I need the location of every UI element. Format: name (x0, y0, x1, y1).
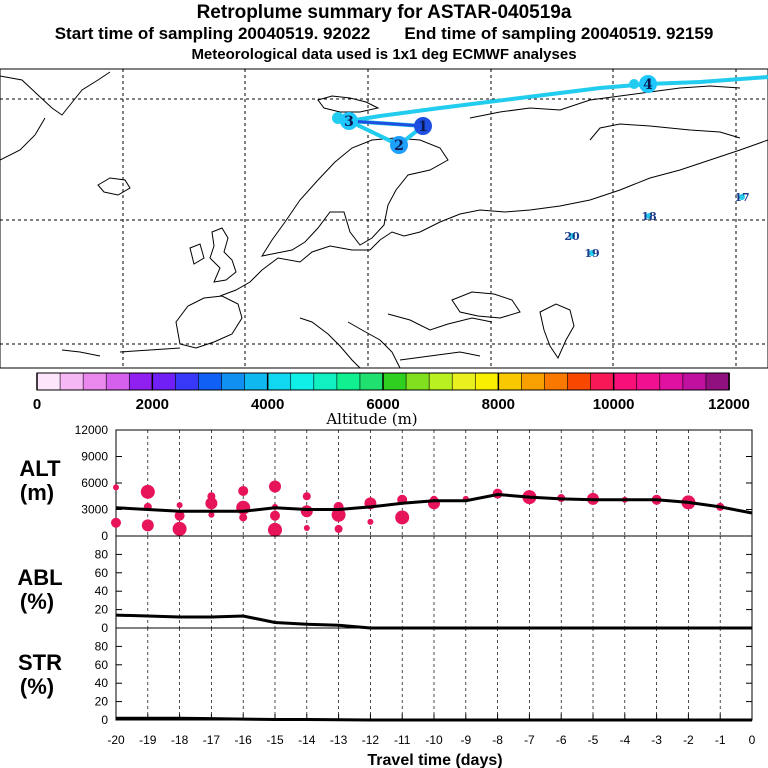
plume-dot (629, 79, 639, 89)
scandinavia-coast (260, 137, 449, 257)
map-frame (0, 68, 768, 369)
day-marker-dot (589, 250, 595, 256)
day-label: 19 (584, 247, 599, 260)
start-time-label: Start time of sampling 20040519. 92022 (54, 24, 371, 43)
svalbard-coast (317, 95, 380, 113)
caspian-coast (539, 303, 575, 360)
plume-marker-label: 4 (643, 77, 653, 93)
day-labels: 17 18 19 20 (564, 191, 749, 260)
arctic-coast (469, 85, 741, 141)
plume-marker (639, 75, 657, 93)
plume-marker-label: 1 (418, 119, 428, 135)
plot-title: Retroplume summary for ASTAR-040519a (196, 2, 572, 23)
iceland-coast (97, 177, 131, 196)
iberia-coast (175, 295, 243, 349)
europe-coast (219, 139, 768, 297)
day-marker-dot (646, 213, 652, 219)
day-label: 20 (564, 230, 580, 243)
day-marker-dot (739, 194, 745, 200)
sampling-times: Start time of sampling 20040519. 92022 En… (0, 24, 768, 44)
black-sea-coast (451, 291, 521, 319)
day-label: 18 (641, 210, 657, 223)
uk-coast (189, 227, 237, 283)
plume-marker-label: 2 (394, 138, 404, 154)
greenland-coast (0, 71, 111, 161)
mediterranean-coast (61, 347, 481, 361)
met-data-label: Meteorological data used is 1x1 deg ECMW… (191, 46, 577, 63)
plume-marker (414, 117, 432, 135)
plume-marker (340, 112, 358, 130)
plume-marker (390, 136, 408, 154)
plume-marker-label: 3 (344, 114, 354, 130)
plume-core-segment (348, 119, 424, 128)
plume-track: 12 3 4 (332, 75, 768, 154)
italy-balkans-coast (299, 313, 493, 369)
day-marker-dot (569, 233, 575, 239)
end-time-label: End time of sampling 20040519. 92159 (404, 24, 714, 43)
plume-trail (342, 75, 768, 148)
coastlines (0, 71, 768, 369)
day-label: 17 (734, 191, 749, 204)
